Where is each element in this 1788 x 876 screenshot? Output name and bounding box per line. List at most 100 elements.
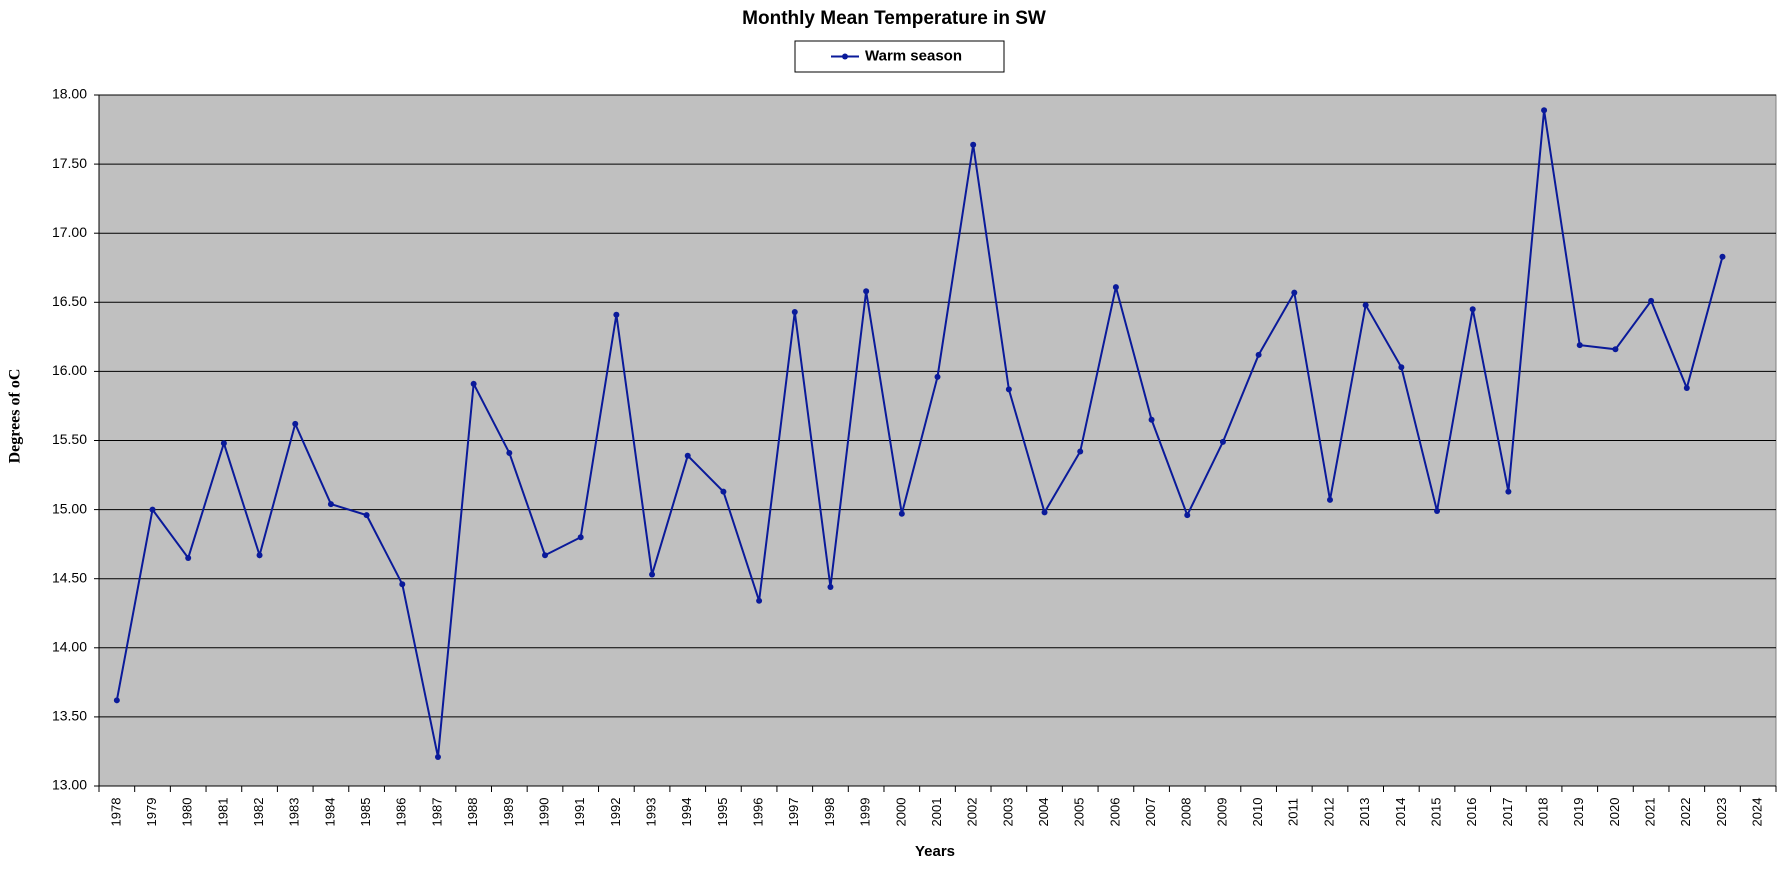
data-point: [613, 311, 620, 318]
legend-marker: [842, 53, 848, 60]
data-point: [256, 552, 263, 559]
x-tick-label: 1997: [786, 798, 801, 827]
data-point: [1434, 507, 1441, 514]
x-tick-label: 2020: [1607, 798, 1622, 827]
x-tick-label: 2006: [1107, 798, 1122, 827]
x-tick-label: 1980: [180, 798, 195, 827]
data-point: [1541, 107, 1548, 114]
data-point: [1683, 384, 1690, 391]
y-tick-label: 18.00: [52, 86, 87, 102]
y-tick-label: 15.50: [52, 431, 87, 447]
x-tick-label: 2001: [929, 798, 944, 827]
data-point: [434, 753, 441, 760]
data-point: [363, 512, 370, 519]
data-point: [220, 440, 227, 447]
data-point: [1077, 448, 1084, 455]
y-tick-label: 17.00: [52, 224, 87, 240]
data-point: [1291, 289, 1298, 296]
x-tick-label: 1978: [108, 798, 123, 827]
x-tick-label: 1990: [536, 798, 551, 827]
data-point: [399, 581, 406, 588]
x-tick-label: 2014: [1393, 798, 1408, 827]
y-tick-label: 14.50: [52, 569, 87, 585]
x-tick-label: 2016: [1464, 798, 1479, 827]
data-point: [292, 420, 299, 427]
data-point: [684, 452, 691, 459]
legend-box: [794, 40, 1005, 73]
x-tick-label: 2023: [1714, 798, 1729, 827]
data-point: [149, 506, 156, 513]
x-tick-label: 2008: [1179, 798, 1194, 827]
x-tick-label: 2015: [1428, 798, 1443, 827]
x-tick-label: 2011: [1286, 798, 1301, 826]
data-point: [1184, 512, 1191, 519]
data-point: [577, 534, 584, 541]
data-point: [1112, 284, 1119, 291]
data-point: [542, 552, 549, 559]
x-tick-label: 1983: [287, 798, 302, 827]
data-point: [1612, 346, 1619, 353]
x-tick-label: 1996: [751, 798, 766, 827]
data-point: [1005, 386, 1012, 393]
data-point: [113, 697, 120, 704]
data-point: [327, 501, 334, 508]
x-tick-label: 1991: [572, 798, 587, 827]
x-tick-label: 1984: [322, 798, 337, 827]
y-tick-label: 13.50: [52, 708, 87, 724]
data-point: [970, 141, 977, 148]
x-tick-label: 1999: [858, 798, 873, 827]
data-point: [1576, 342, 1583, 349]
data-point: [720, 488, 727, 495]
x-tick-label: 2022: [1678, 798, 1693, 827]
x-tick-label: 1995: [715, 798, 730, 827]
x-tick-label: 1988: [465, 798, 480, 827]
x-tick-label: 2002: [965, 798, 980, 827]
x-tick-label: 2010: [1250, 798, 1265, 827]
x-tick-label: 1993: [643, 798, 658, 827]
x-tick-label: 2009: [1214, 798, 1229, 827]
data-point: [1041, 509, 1048, 516]
data-point: [863, 288, 870, 295]
x-tick-label: 2000: [893, 798, 908, 827]
x-tick-label: 1986: [394, 798, 409, 827]
x-tick-label: 1998: [822, 798, 837, 827]
data-point: [1505, 488, 1512, 495]
data-point: [1362, 302, 1369, 309]
y-tick-label: 16.00: [52, 362, 87, 378]
data-point: [898, 510, 905, 517]
data-point: [934, 373, 941, 380]
x-tick-label: 2024: [1750, 798, 1765, 827]
y-axis-label: Degrees of oC: [7, 369, 24, 464]
x-tick-label: 2012: [1321, 798, 1336, 827]
x-tick-label: 2004: [1036, 798, 1051, 827]
x-tick-label: 2003: [1000, 798, 1015, 827]
data-point: [1648, 297, 1655, 304]
data-point: [1255, 351, 1262, 358]
data-point: [185, 554, 192, 561]
y-tick-label: 17.50: [52, 155, 87, 171]
data-point: [1326, 496, 1333, 503]
data-point: [1469, 306, 1476, 313]
x-tick-label: 2021: [1643, 798, 1658, 827]
data-point: [827, 583, 834, 590]
y-tick-label: 14.00: [52, 639, 87, 655]
x-axis-label: Years: [915, 843, 955, 860]
x-tick-label: 2019: [1571, 798, 1586, 827]
chart-title: Monthly Mean Temperature in SW: [742, 8, 1046, 29]
x-tick-label: 1981: [215, 798, 230, 827]
data-point: [649, 571, 656, 578]
data-point: [1719, 253, 1726, 260]
y-tick-label: 16.50: [52, 293, 87, 309]
x-tick-label: 1982: [251, 798, 266, 827]
data-point: [1148, 416, 1155, 423]
data-point: [506, 449, 513, 456]
x-tick-label: 2007: [1143, 798, 1158, 827]
data-point: [756, 597, 763, 604]
y-tick-label: 13.00: [52, 777, 87, 793]
x-tick-label: 1979: [144, 798, 159, 827]
x-tick-label: 1985: [358, 798, 373, 827]
data-point: [470, 380, 477, 387]
x-tick-label: 1992: [608, 798, 623, 827]
x-tick-label: 2018: [1536, 798, 1551, 827]
